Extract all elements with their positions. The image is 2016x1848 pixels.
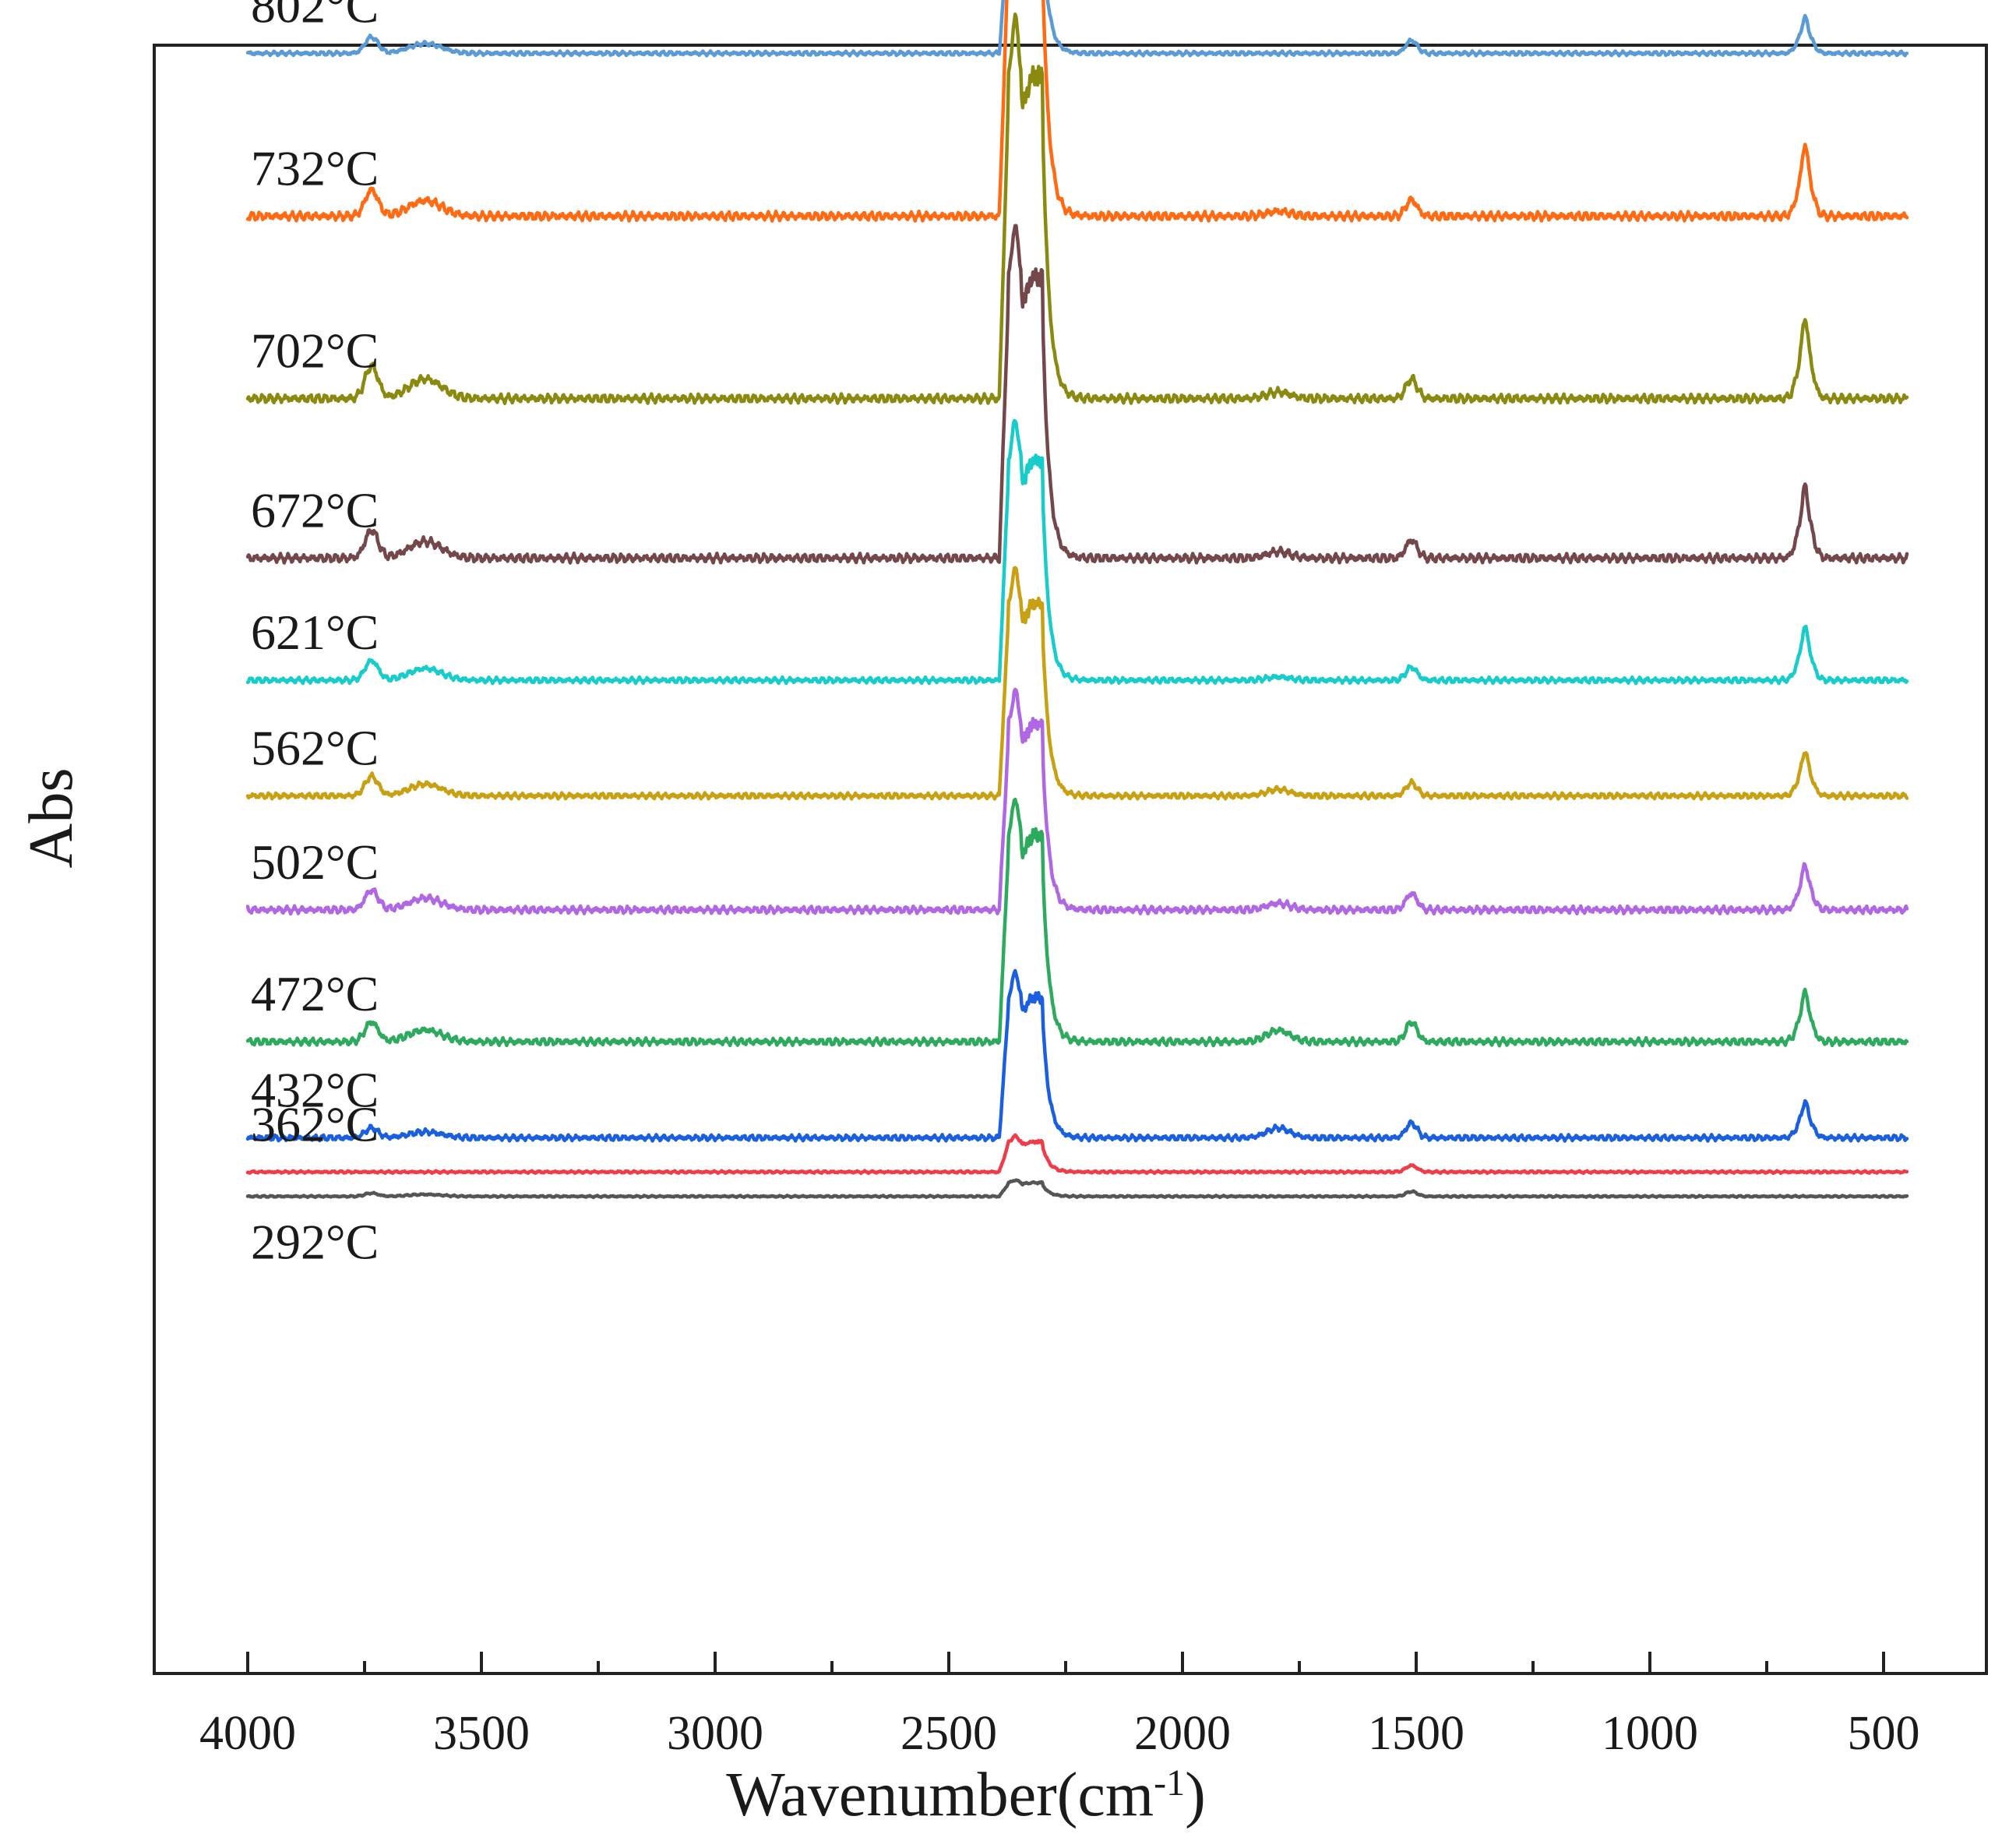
series-labels: 802°C 732°C 702°C 672°C 621°C 562°C 502°C 472°C… [251, 0, 379, 1270]
series-line-472 [245, 797, 1909, 1048]
x-tick-label: 1500 [1368, 1707, 1464, 1760]
series-line-292 [245, 1178, 1909, 1200]
series-label-562: 562°C [251, 721, 379, 776]
x-axis-title-close: ) [1185, 1761, 1206, 1829]
series-label-432: 432°C [251, 1062, 379, 1117]
series-line-502 [245, 687, 1909, 916]
x-axis-title: Wavenumber(cm-1) [726, 1761, 1206, 1829]
x-axis-title-superscript: -1 [1154, 1762, 1185, 1804]
series-label-292: 292°C [251, 1215, 379, 1270]
series-line-432 [245, 968, 1909, 1143]
plot-frame [153, 44, 1988, 1675]
series-line-562 [245, 566, 1909, 801]
x-tick-label: 1000 [1602, 1707, 1698, 1760]
series-group [245, 0, 1909, 1200]
series-line-621 [245, 418, 1909, 686]
series-label-802: 802°C [251, 0, 379, 33]
series-label-621: 621°C [251, 605, 379, 660]
series-line-672 [245, 224, 1909, 565]
series-label-732: 732°C [251, 141, 379, 196]
series-label-702: 702°C [251, 323, 379, 379]
x-tick-label: 500 [1848, 1707, 1920, 1760]
x-tick-label: 3500 [433, 1707, 530, 1760]
series-line-362 [245, 1133, 1909, 1176]
series-label-672: 672°C [251, 482, 379, 538]
x-tick-label: 3000 [667, 1707, 763, 1760]
series-label-362: 362°C [251, 1096, 379, 1151]
y-axis-title: Abs [17, 768, 86, 869]
series-label-472: 472°C [251, 966, 379, 1021]
series-line-732 [245, 0, 1909, 223]
x-tick-label: 2500 [901, 1707, 997, 1760]
series-line-802 [245, 0, 1909, 58]
x-axis-title-main: Wavenumber(cm [726, 1761, 1154, 1829]
series-line-702 [245, 12, 1909, 405]
x-tick-label: 2000 [1134, 1707, 1231, 1760]
x-axis-ticks: 4000 3500 3000 2500 2000 1500 1000 500 [199, 1652, 1920, 1760]
x-tick-label: 4000 [199, 1707, 296, 1760]
series-label-502: 502°C [251, 834, 379, 890]
